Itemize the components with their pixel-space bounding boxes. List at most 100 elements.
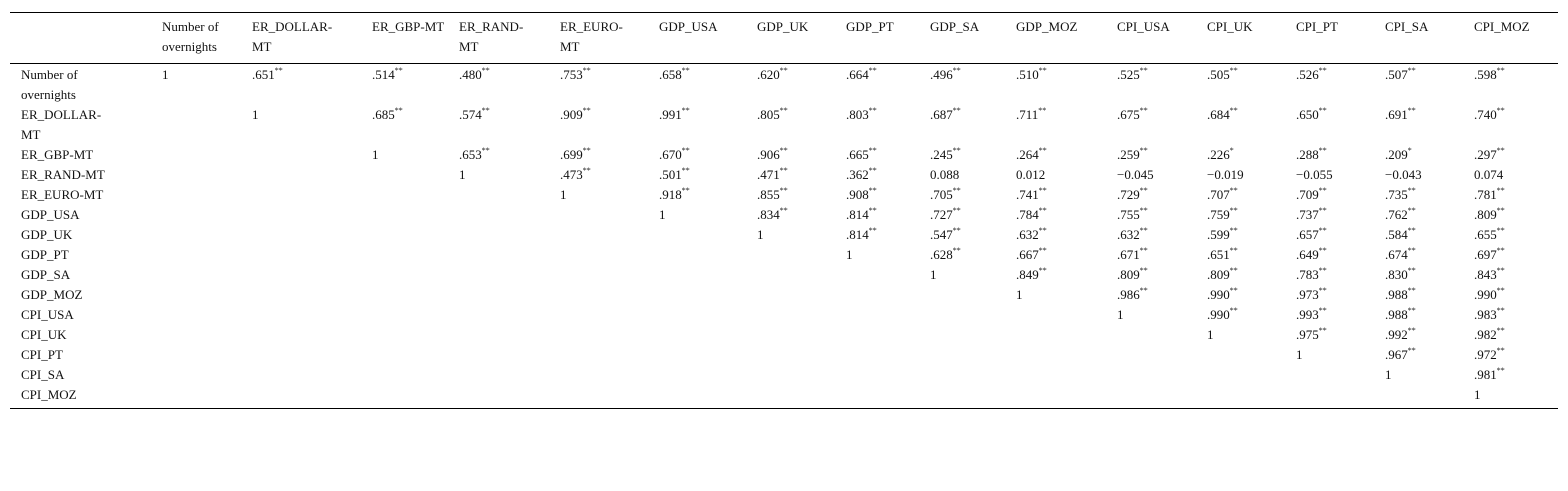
empty-cell [846,345,930,365]
column-header: ER_EURO-MT [560,12,659,64]
significance-marker: ** [481,65,490,75]
significance-marker: ** [1407,265,1416,275]
cell-value: .584 [1385,227,1408,242]
significance-marker: ** [1496,345,1505,355]
empty-cell [372,385,459,409]
cell: .505** [1207,64,1296,106]
cell: .259** [1117,145,1207,165]
cell: .991** [659,105,757,145]
significance-marker: ** [1318,145,1327,155]
empty-cell [162,265,252,285]
empty-cell [560,285,659,305]
cell-value: .967 [1385,347,1408,362]
cell: 1 [1385,365,1474,385]
cell-value: 1 [162,67,169,82]
significance-marker: ** [394,105,403,115]
significance-marker: ** [681,105,690,115]
empty-cell [659,325,757,345]
cell-value: .809 [1474,207,1497,222]
empty-cell [560,365,659,385]
cell: .362** [846,165,930,185]
empty-cell [560,325,659,345]
column-header-text: GDP_MOZ [1016,19,1078,34]
cell: .855** [757,185,846,205]
cell: .480** [459,64,560,106]
significance-marker: ** [681,185,690,195]
cell: .781** [1474,185,1558,205]
row-label: CPI_USA [10,305,162,325]
empty-cell [757,385,846,409]
significance-marker: ** [1229,65,1238,75]
empty-cell [560,265,659,285]
column-header: CPI_UK [1207,12,1296,64]
cell-value: .574 [459,107,482,122]
empty-cell [560,345,659,365]
cell-value: 1 [659,207,666,222]
cell-value: 0.012 [1016,167,1046,182]
empty-cell [252,385,372,409]
cell-value: 1 [459,167,466,182]
cell-value: .598 [1474,67,1497,82]
cell: .990** [1474,285,1558,305]
empty-cell [930,385,1016,409]
cell-value: .729 [1117,187,1140,202]
cell-value: .514 [372,67,395,82]
empty-cell [930,365,1016,385]
row-label-text: GDP_PT [21,247,69,262]
column-header-text: GDP_SA [930,19,980,34]
cell-value: −0.055 [1296,167,1333,182]
table-row: CPI_PT 1.967** .972** [10,345,1558,365]
cell-value: .983 [1474,307,1497,322]
cell-value: .908 [846,187,869,202]
column-header: ER_GBP-MT [372,12,459,64]
column-header: ER_RAND-MT [459,12,560,64]
significance-marker: ** [868,205,877,215]
cell: .814** [846,225,930,245]
cell: 1 [162,64,252,106]
row-label-text: GDP_SA [21,267,71,282]
significance-marker: ** [779,65,788,75]
empty-cell [372,345,459,365]
cell-value: .986 [1117,287,1140,302]
significance-marker: ** [1139,245,1148,255]
empty-cell [459,385,560,409]
row-label-text: ER_GBP-MT [21,147,94,162]
cell-value: .737 [1296,207,1319,222]
row-label: ER_EURO-MT [10,185,162,205]
significance-marker: ** [1038,205,1047,215]
significance-marker: ** [394,65,403,75]
cell-value: .993 [1296,307,1319,322]
row-label-text: Number of overnights [21,67,78,102]
cell: .737** [1296,205,1385,225]
empty-cell [162,185,252,205]
cell-value: .784 [1016,207,1039,222]
cell: .510** [1016,64,1117,106]
cell: .843** [1474,265,1558,285]
significance-marker: ** [481,105,490,115]
cell: 1 [757,225,846,245]
column-header-text: GDP_USA [659,19,718,34]
cell: 1 [1474,385,1558,409]
table-row: CPI_MOZ 1 [10,385,1558,409]
row-label-text: GDP_MOZ [21,287,83,302]
cell: .759** [1207,205,1296,225]
empty-cell [162,165,252,185]
cell-value: .507 [1385,67,1408,82]
empty-cell [659,365,757,385]
cell: .245** [930,145,1016,165]
cell: .988** [1385,305,1474,325]
empty-cell [372,225,459,245]
row-label: GDP_USA [10,205,162,225]
significance-marker: ** [1139,185,1148,195]
cell-value: 1 [1474,387,1481,402]
significance-marker: ** [1318,105,1327,115]
empty-cell [252,245,372,265]
row-label-text: ER_EURO-MT [21,187,104,202]
cell-value: .855 [757,187,780,202]
empty-cell [162,245,252,265]
cell: .675** [1117,105,1207,145]
empty-cell [560,225,659,245]
significance-marker: ** [1496,185,1505,195]
cell: 1 [1117,305,1207,325]
cell-value: .697 [1474,247,1497,262]
